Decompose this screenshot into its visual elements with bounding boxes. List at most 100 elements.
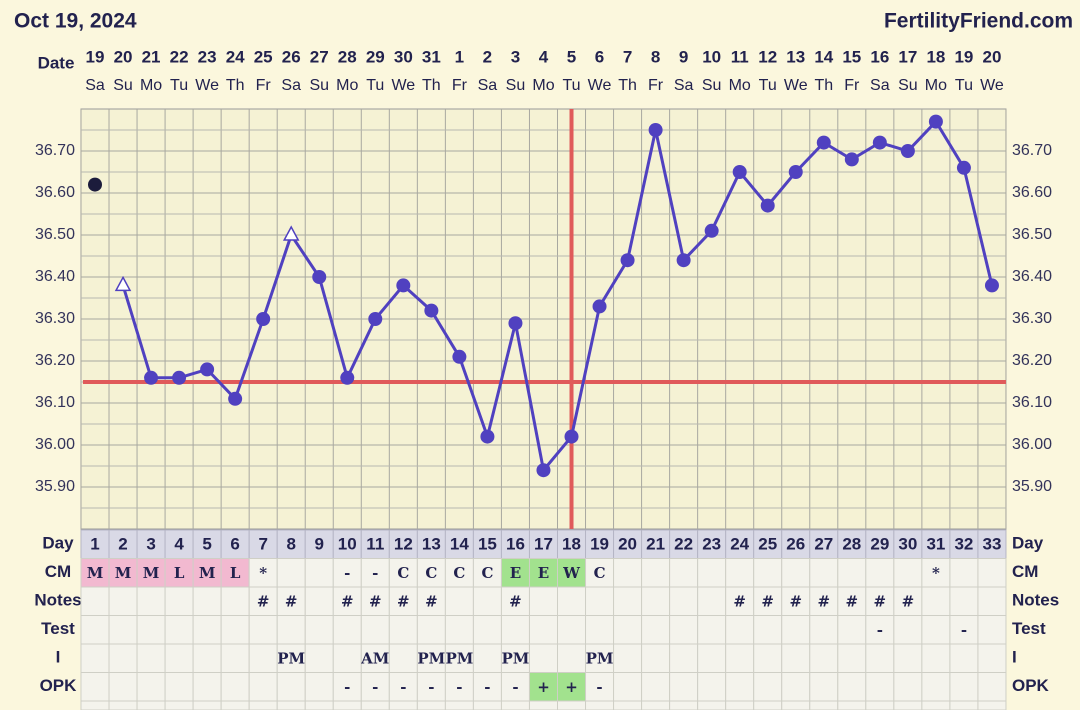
cell-text: # xyxy=(846,592,859,610)
table-cell xyxy=(669,643,699,673)
table-cell xyxy=(949,672,979,702)
day-number: 20 xyxy=(618,535,637,554)
table-cell xyxy=(164,672,194,702)
table-cell xyxy=(697,558,727,588)
row-label-right: Day xyxy=(1012,534,1044,553)
open-point xyxy=(282,225,300,241)
table-cell xyxy=(921,615,951,645)
table-cell xyxy=(893,615,923,645)
weekday: Th xyxy=(618,77,637,94)
row-label-right: OPK xyxy=(1012,676,1050,695)
table-cell xyxy=(360,643,390,673)
day-cell xyxy=(921,529,951,559)
table-cell xyxy=(837,643,867,673)
cell-text: C xyxy=(594,564,606,582)
table-cell xyxy=(865,700,895,710)
row-label-right: I xyxy=(1012,648,1017,667)
table-cell xyxy=(164,586,194,616)
temperature-point xyxy=(228,391,243,406)
table-cell xyxy=(444,700,474,710)
weekday: Tu xyxy=(170,77,188,94)
cell-text: - xyxy=(512,678,518,696)
table-cell xyxy=(248,643,278,673)
table-cell xyxy=(977,643,1007,673)
temperature-point xyxy=(760,198,775,213)
table-cell xyxy=(192,672,222,702)
weekday: Fr xyxy=(844,77,860,94)
weekday: Sa xyxy=(85,77,105,94)
table-cell xyxy=(977,700,1007,710)
table-cell xyxy=(669,615,699,645)
temperature-point xyxy=(676,253,691,268)
weekday: Fr xyxy=(648,77,664,94)
date: 29 xyxy=(366,47,385,66)
table-cell xyxy=(921,558,951,588)
cell-text: # xyxy=(733,592,746,610)
cell-text: # xyxy=(285,592,298,610)
table-cell xyxy=(108,643,138,673)
table-cell xyxy=(893,643,923,673)
temperature-point xyxy=(396,278,411,293)
table-cell xyxy=(977,586,1007,616)
date: 6 xyxy=(595,47,604,66)
table-cell xyxy=(528,586,558,616)
table-cell xyxy=(585,615,615,645)
table-cell xyxy=(753,643,783,673)
table-cell xyxy=(248,615,278,645)
day-number: 7 xyxy=(258,535,267,554)
weekday: We xyxy=(195,77,219,94)
weekday: Th xyxy=(226,77,245,94)
table-cell xyxy=(360,700,390,710)
table-cell xyxy=(220,615,250,645)
day-cell xyxy=(80,529,110,559)
day-number: 27 xyxy=(814,535,833,554)
weekday: We xyxy=(391,77,415,94)
table-cell xyxy=(388,643,418,673)
date: 30 xyxy=(394,47,413,66)
weekday: Sa xyxy=(281,77,301,94)
temperature-point xyxy=(592,299,607,314)
y-tick-label: 36.20 xyxy=(35,352,75,369)
day-number: 32 xyxy=(954,535,973,554)
table-cell xyxy=(528,672,558,702)
table-cell xyxy=(641,700,671,710)
weekday: Mo xyxy=(140,77,162,94)
table-cell xyxy=(444,558,474,588)
y-tick-label-right: 35.90 xyxy=(1012,478,1052,495)
table-cell xyxy=(276,700,306,710)
table-cell xyxy=(977,615,1007,645)
weekday: We xyxy=(588,77,612,94)
table-cell xyxy=(697,700,727,710)
temperature-point xyxy=(452,349,467,364)
day-cell xyxy=(753,529,783,559)
temperature-point xyxy=(956,160,971,175)
table-cell xyxy=(865,586,895,616)
weekday: Mo xyxy=(336,77,358,94)
day-cell xyxy=(500,529,530,559)
y-tick-label-right: 36.70 xyxy=(1012,142,1052,159)
date: 4 xyxy=(539,47,549,66)
day-number: 4 xyxy=(174,535,184,554)
table-cell xyxy=(136,672,166,702)
table-cell xyxy=(865,643,895,673)
date: 19 xyxy=(954,47,973,66)
day-cell xyxy=(108,529,138,559)
temperature-point xyxy=(536,463,551,478)
day-number: 6 xyxy=(230,535,239,554)
table-cell xyxy=(80,643,110,673)
table-cell xyxy=(248,672,278,702)
day-cell xyxy=(220,529,250,559)
cell-text: # xyxy=(902,592,915,610)
table-cell xyxy=(753,615,783,645)
table-cell xyxy=(837,672,867,702)
table-cell xyxy=(164,700,194,710)
table-cell xyxy=(921,700,951,710)
table-cell xyxy=(837,615,867,645)
table-cell xyxy=(528,643,558,673)
day-number: 2 xyxy=(118,535,127,554)
date: 16 xyxy=(870,47,889,66)
table-cell xyxy=(697,643,727,673)
cell-text: # xyxy=(874,592,887,610)
weekday: We xyxy=(784,77,808,94)
cell-text: # xyxy=(425,592,438,610)
